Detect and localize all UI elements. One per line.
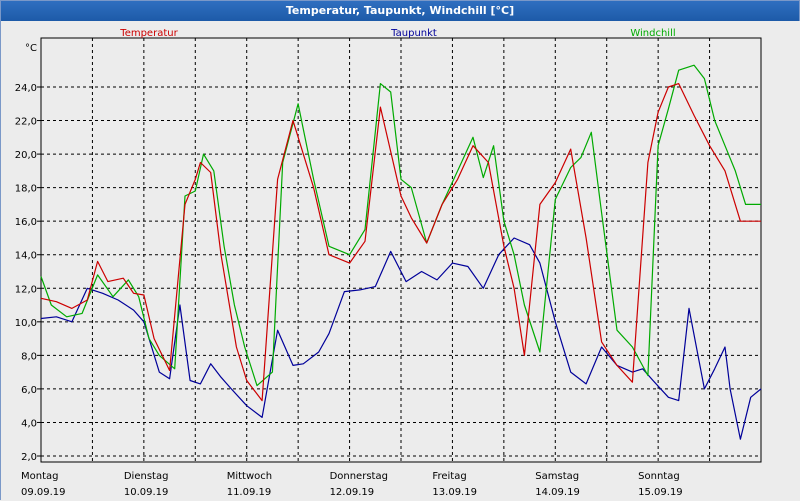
x-tick-date-label: 14.09.19 <box>535 487 580 498</box>
y-tick-label: 18,0 <box>15 184 37 195</box>
x-tick-day-label: Mittwoch <box>227 471 272 482</box>
y-tick-label: 12,0 <box>15 284 37 295</box>
legend: Temperatur Taupunkt Windchill <box>119 28 675 39</box>
y-tick-label: 24,0 <box>15 83 37 94</box>
x-tick-day-label: Samstag <box>535 471 579 482</box>
y-tick-labels: 2,0 4,0 6,0 8,0 10,0 12,0 14,0 16,0 18,0 20,0 22,0… <box>15 83 41 463</box>
y-tick-label: 14,0 <box>15 251 37 262</box>
y-tick-label: 10,0 <box>15 318 37 329</box>
x-tick-date-label: 09.09.19 <box>21 487 66 498</box>
x-tick-day-label: Montag <box>21 471 58 482</box>
x-tick-date-label: 11.09.19 <box>227 487 272 498</box>
series-lines <box>40 64 762 440</box>
y-tick-label: 8,0 <box>21 351 37 362</box>
x-tick-labels: Montag 09.09.19 Dienstag 10.09.19 Mittwoch 11… <box>21 471 683 498</box>
y-tick-label: 2,0 <box>21 452 37 463</box>
y-tick-label: 22,0 <box>15 117 37 128</box>
x-tick-day-label: Donnerstag <box>330 471 388 482</box>
legend-entry-windchill: Windchill <box>630 28 675 39</box>
x-tick-date-label: 15.09.19 <box>638 487 683 498</box>
legend-entry-taupunkt: Taupunkt <box>390 28 437 39</box>
plot-frame <box>40 37 762 463</box>
x-tick-date-label: 10.09.19 <box>124 487 169 498</box>
series-line-windchill <box>40 64 761 387</box>
window-title: Temperatur, Taupunkt, Windchill [°C] <box>1 1 799 21</box>
x-tick-day-label: Dienstag <box>124 471 169 482</box>
y-tick-label: 4,0 <box>21 418 37 429</box>
series-line-taupunkt <box>40 237 762 440</box>
y-tick-label: 20,0 <box>15 150 37 161</box>
y-tick-label: 16,0 <box>15 217 37 228</box>
y-axis-label: °C <box>25 43 37 54</box>
series-line-temperatur <box>40 82 761 402</box>
x-tick-day-label: Sonntag <box>638 471 680 482</box>
x-tick-day-label: Freitag <box>432 471 466 482</box>
x-tick-date-label: 13.09.19 <box>432 487 477 498</box>
x-tick-date-label: 12.09.19 <box>330 487 375 498</box>
y-tick-label: 6,0 <box>21 385 37 396</box>
legend-entry-temperatur: Temperatur <box>119 28 178 39</box>
